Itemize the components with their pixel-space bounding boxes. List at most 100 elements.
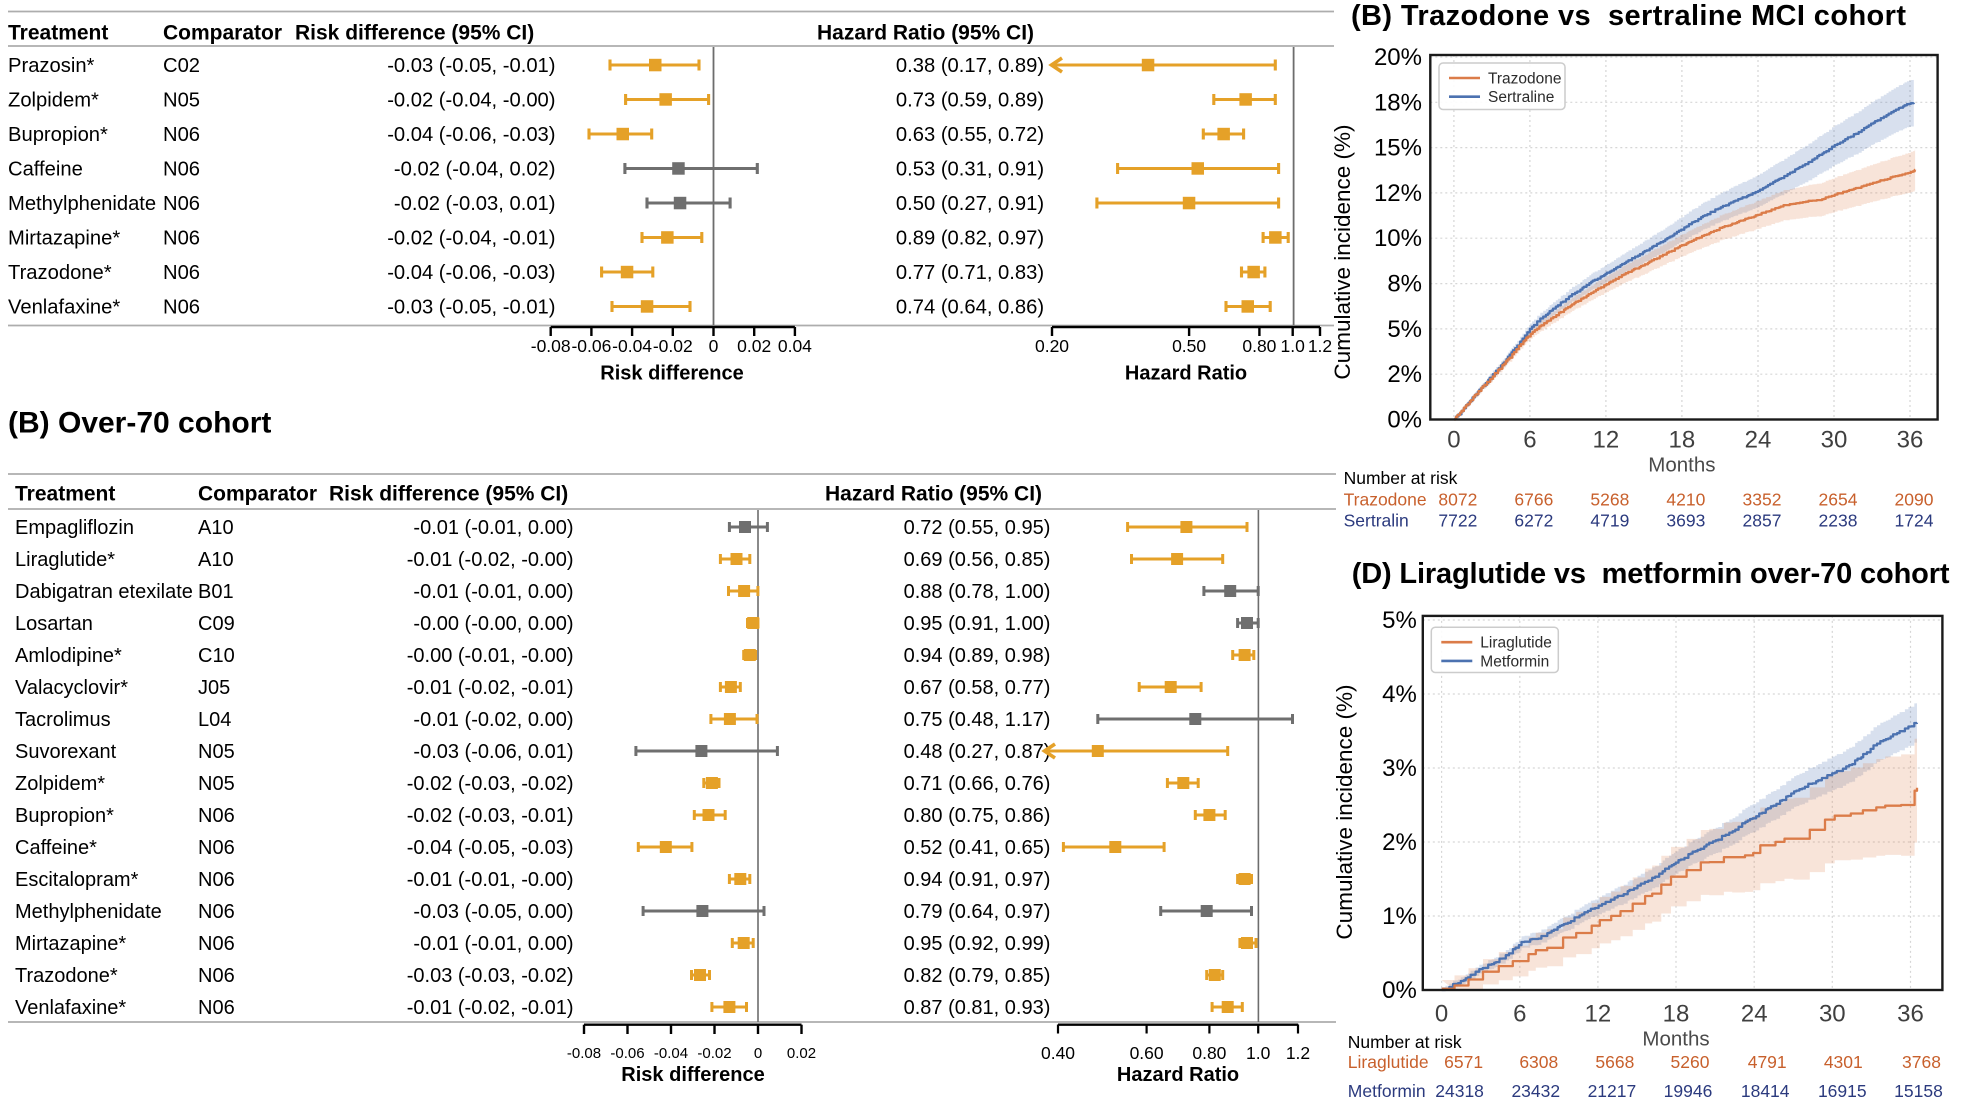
svg-text:8072: 8072 [1438, 490, 1477, 510]
svg-text:0: 0 [754, 1045, 762, 1062]
svg-text:Liraglutide: Liraglutide [1480, 635, 1552, 652]
svg-text:N06: N06 [198, 997, 235, 1019]
svg-text:-0.01 (-0.01, 0.00): -0.01 (-0.01, 0.00) [413, 581, 573, 603]
svg-text:-0.04: -0.04 [654, 1045, 688, 1062]
svg-text:Bupropion*: Bupropion* [8, 124, 108, 146]
svg-text:2654: 2654 [1819, 490, 1858, 510]
svg-text:N06: N06 [198, 805, 235, 827]
svg-text:Venlafaxine*: Venlafaxine* [15, 997, 126, 1019]
svg-text:Number at risk: Number at risk [1344, 468, 1458, 488]
svg-text:Trazodone*: Trazodone* [15, 965, 118, 987]
svg-text:Comparator: Comparator [163, 22, 282, 45]
svg-text:(D) Liraglutide vs metformin: (D) Liraglutide vs metformin over-70 coh… [1352, 558, 1950, 590]
svg-text:Trazodone: Trazodone [1344, 490, 1427, 510]
svg-text:-0.01 (-0.01, 0.00): -0.01 (-0.01, 0.00) [413, 933, 573, 955]
svg-text:Number at risk: Number at risk [1348, 1032, 1462, 1052]
svg-text:-0.06: -0.06 [610, 1045, 644, 1062]
svg-text:Treatment: Treatment [8, 22, 108, 45]
svg-text:Mirtazapine*: Mirtazapine* [8, 228, 120, 250]
svg-text:0.67 (0.58, 0.77): 0.67 (0.58, 0.77) [904, 677, 1051, 699]
svg-text:12: 12 [1585, 1001, 1612, 1028]
svg-text:0%: 0% [1387, 407, 1422, 434]
svg-text:0.20: 0.20 [1035, 336, 1069, 356]
svg-text:N06: N06 [198, 965, 235, 987]
svg-text:J05: J05 [198, 677, 230, 699]
svg-text:0.75 (0.48, 1.17): 0.75 (0.48, 1.17) [904, 709, 1051, 731]
svg-text:1.2: 1.2 [1286, 1043, 1310, 1063]
svg-text:4719: 4719 [1590, 511, 1629, 531]
svg-text:N06: N06 [163, 228, 200, 250]
svg-text:0.38 (0.17, 0.89): 0.38 (0.17, 0.89) [896, 55, 1044, 77]
svg-text:2090: 2090 [1895, 490, 1934, 510]
svg-text:0.69 (0.56, 0.85): 0.69 (0.56, 0.85) [904, 549, 1051, 571]
svg-text:5%: 5% [1382, 607, 1417, 634]
svg-text:3%: 3% [1382, 755, 1417, 782]
svg-text:12: 12 [1593, 427, 1620, 454]
svg-text:0.73 (0.59, 0.89): 0.73 (0.59, 0.89) [896, 90, 1044, 112]
svg-text:-0.03 (-0.05, -0.01): -0.03 (-0.05, -0.01) [387, 55, 555, 77]
svg-text:C02: C02 [163, 55, 200, 77]
svg-text:1.0: 1.0 [1246, 1043, 1271, 1063]
svg-text:-0.00 (-0.00, 0.00): -0.00 (-0.00, 0.00) [413, 613, 573, 635]
svg-text:18%: 18% [1374, 89, 1422, 116]
svg-text:Suvorexant: Suvorexant [15, 741, 117, 763]
svg-text:Methylphenidate: Methylphenidate [8, 193, 156, 215]
svg-text:-0.01 (-0.01, 0.00): -0.01 (-0.01, 0.00) [413, 517, 573, 539]
svg-text:Treatment: Treatment [15, 483, 115, 506]
svg-text:0.63 (0.55, 0.72): 0.63 (0.55, 0.72) [896, 124, 1044, 146]
svg-text:(B) Over-70 cohort: (B) Over-70 cohort [8, 407, 271, 440]
svg-text:Risk difference: Risk difference [600, 363, 743, 385]
svg-text:Months: Months [1648, 454, 1715, 477]
svg-text:0.77 (0.71, 0.83): 0.77 (0.71, 0.83) [896, 262, 1044, 284]
svg-text:Trazodone: Trazodone [1488, 71, 1562, 88]
svg-text:15%: 15% [1374, 135, 1422, 162]
svg-text:18: 18 [1663, 1001, 1690, 1028]
svg-text:Escitalopram*: Escitalopram* [15, 869, 139, 891]
svg-text:0.80 (0.75, 0.86): 0.80 (0.75, 0.86) [904, 805, 1051, 827]
svg-text:-0.02 (-0.03, -0.02): -0.02 (-0.03, -0.02) [407, 773, 574, 795]
svg-text:-0.06: -0.06 [571, 336, 611, 356]
svg-text:0.04: 0.04 [778, 336, 812, 356]
svg-text:12%: 12% [1374, 180, 1422, 207]
svg-text:5268: 5268 [1590, 490, 1629, 510]
svg-text:6: 6 [1513, 1001, 1526, 1028]
svg-text:Cumulative incidence (%): Cumulative incidence (%) [1330, 124, 1355, 379]
svg-text:23432: 23432 [1511, 1081, 1560, 1101]
svg-text:Prazosin*: Prazosin* [8, 55, 95, 77]
svg-text:-0.01 (-0.02, -0.00): -0.01 (-0.02, -0.00) [407, 549, 574, 571]
svg-text:1724: 1724 [1895, 511, 1934, 531]
svg-text:Cumulative incidence (%): Cumulative incidence (%) [1332, 684, 1357, 939]
svg-text:20%: 20% [1374, 44, 1422, 71]
svg-text:5668: 5668 [1595, 1052, 1634, 1072]
svg-text:0.94 (0.91, 0.97): 0.94 (0.91, 0.97) [904, 869, 1051, 891]
svg-text:-0.01 (-0.01, -0.00): -0.01 (-0.01, -0.00) [407, 869, 574, 891]
svg-text:-0.04 (-0.05, -0.03): -0.04 (-0.05, -0.03) [407, 837, 574, 859]
svg-text:5260: 5260 [1671, 1052, 1710, 1072]
svg-text:Caffeine*: Caffeine* [15, 837, 97, 859]
svg-text:-0.03 (-0.06, 0.01): -0.03 (-0.06, 0.01) [413, 741, 573, 763]
svg-text:-0.04 (-0.06, -0.03): -0.04 (-0.06, -0.03) [387, 262, 555, 284]
svg-text:6766: 6766 [1514, 490, 1553, 510]
svg-text:30: 30 [1821, 427, 1848, 454]
svg-text:-0.04: -0.04 [612, 336, 652, 356]
svg-text:6571: 6571 [1444, 1052, 1483, 1072]
svg-text:0.82 (0.79, 0.85): 0.82 (0.79, 0.85) [904, 965, 1051, 987]
svg-text:4%: 4% [1382, 681, 1417, 708]
svg-text:Venlafaxine*: Venlafaxine* [8, 297, 120, 319]
svg-text:4791: 4791 [1748, 1052, 1787, 1072]
svg-text:0.02: 0.02 [737, 336, 771, 356]
svg-text:0.94 (0.89, 0.98): 0.94 (0.89, 0.98) [904, 645, 1051, 667]
svg-text:Liraglutide: Liraglutide [1348, 1052, 1429, 1072]
svg-text:0.88 (0.78, 1.00): 0.88 (0.78, 1.00) [904, 581, 1051, 603]
svg-text:Trazodone*: Trazodone* [8, 262, 112, 284]
svg-text:N06: N06 [163, 193, 200, 215]
svg-text:0.60: 0.60 [1130, 1043, 1164, 1063]
svg-text:-0.02 (-0.04, 0.02): -0.02 (-0.04, 0.02) [394, 159, 556, 181]
svg-text:-0.04 (-0.06, -0.03): -0.04 (-0.06, -0.03) [387, 124, 555, 146]
svg-text:19946: 19946 [1664, 1081, 1713, 1101]
svg-text:0: 0 [1435, 1001, 1448, 1028]
svg-text:-0.02 (-0.03, 0.01): -0.02 (-0.03, 0.01) [394, 193, 556, 215]
svg-text:C10: C10 [198, 645, 235, 667]
svg-text:24318: 24318 [1435, 1081, 1484, 1101]
svg-text:-0.03 (-0.03, -0.02): -0.03 (-0.03, -0.02) [407, 965, 574, 987]
